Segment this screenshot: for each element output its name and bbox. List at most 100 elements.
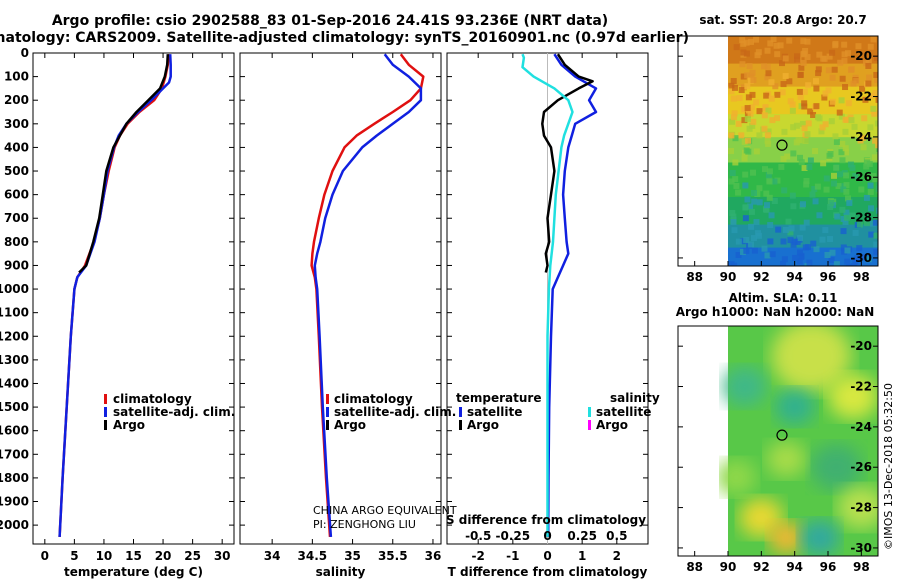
sst-pixel <box>836 109 843 116</box>
sst-pixel <box>742 182 749 189</box>
sst-pixel <box>824 252 831 259</box>
sst-pixel <box>728 132 735 139</box>
sst-pixel <box>735 189 742 196</box>
sst-pixel <box>863 163 870 170</box>
sst-pixel <box>739 37 746 44</box>
sst-pixel <box>787 229 794 236</box>
sst-pixel <box>748 241 755 248</box>
sst-pixel <box>766 194 773 201</box>
sst-pixel <box>748 38 755 45</box>
legend-swatch-s-argo <box>588 420 591 430</box>
sst-pixel <box>784 153 791 160</box>
sst-pixel <box>802 137 809 144</box>
sst-pixel <box>744 115 751 122</box>
sst-pixel <box>777 42 784 49</box>
sst-pixel <box>876 182 878 189</box>
legend-label-sal-argo: Argo <box>334 418 366 432</box>
map-frame <box>677 35 879 267</box>
sst-pixel <box>787 237 794 244</box>
depth-tick-label: 600 <box>4 188 29 202</box>
sst-pixel <box>796 258 803 265</box>
sst-pixel <box>739 238 746 245</box>
x-tick-label: -1 <box>506 549 519 563</box>
sst-pixel <box>841 51 848 58</box>
sst-pixel <box>753 99 760 106</box>
sst-pixel <box>862 96 869 103</box>
lat-tick-label: -26 <box>850 170 872 184</box>
s-tick-label: 0 <box>543 529 551 543</box>
sst-pixel <box>873 71 878 78</box>
sst-pixel <box>848 66 855 73</box>
sst-pixel <box>730 114 737 121</box>
series-line-t-satellite <box>546 53 598 537</box>
sst-pixel <box>796 88 803 95</box>
sst-pixel <box>762 105 769 112</box>
sst-pixel <box>800 38 807 45</box>
sst-pixel <box>761 112 768 119</box>
sst-pixel <box>830 172 837 179</box>
sst-pixel <box>875 185 878 192</box>
sst-pixel <box>801 100 808 107</box>
depth-tick-label: 700 <box>4 211 29 225</box>
sst-pixel <box>739 61 746 68</box>
sst-pixel <box>832 133 839 140</box>
sst-pixel <box>773 42 780 49</box>
sst-pixel <box>740 73 747 80</box>
sst-pixel <box>745 94 752 101</box>
sst-pixel <box>865 256 872 263</box>
sst-pixel <box>749 104 756 111</box>
sst-pixel <box>799 201 806 208</box>
sst-pixel <box>841 248 848 255</box>
sst-pixel <box>849 212 856 219</box>
sst-pixel <box>868 231 875 238</box>
lon-tick-label: 96 <box>820 560 837 574</box>
sst-pixel <box>742 204 749 211</box>
sst-pixel <box>860 144 867 151</box>
sst-pixel <box>820 160 827 167</box>
sst-pixel <box>815 70 822 77</box>
lon-tick-label: 90 <box>720 560 737 574</box>
sst-pixel <box>790 241 797 248</box>
depth-tick-label: 1400 <box>0 376 29 390</box>
sst-pixel <box>821 94 828 101</box>
plot-frame <box>239 52 442 545</box>
sst-pixel <box>730 78 737 85</box>
sst-pixel <box>797 71 804 78</box>
sst-pixel <box>819 236 826 243</box>
legend-swatch-sal-argo <box>326 420 329 430</box>
sst-pixel <box>748 73 755 80</box>
sst-pixel <box>867 43 874 50</box>
lon-tick-label: 92 <box>753 560 770 574</box>
sst-pixel <box>770 36 777 43</box>
sst-pixel <box>832 42 839 49</box>
sst-pixel <box>813 103 820 110</box>
sst-pixel <box>742 215 749 222</box>
lon-tick-label: 88 <box>686 560 703 574</box>
depth-tick-label: 100 <box>4 70 29 84</box>
sst-pixel <box>728 148 735 155</box>
sst-pixel <box>794 56 801 63</box>
sst-pixel <box>729 118 736 125</box>
sst-pixel <box>772 83 779 90</box>
sst-pixel <box>774 115 781 122</box>
sst-pixel <box>867 124 874 131</box>
sst-pixel <box>756 108 763 115</box>
sst-pixel <box>843 182 850 189</box>
sst-pixel <box>816 51 823 58</box>
depth-tick-label: 1900 <box>0 495 29 509</box>
sst-pixel <box>782 226 789 233</box>
x-tick-label: 35.5 <box>378 549 408 563</box>
sst-pixel <box>807 157 814 164</box>
sst-pixel <box>764 252 771 259</box>
sst-pixel <box>735 238 742 245</box>
sst-pixel <box>807 108 814 115</box>
sst-pixel <box>816 212 823 219</box>
x-tick-label: 35 <box>344 549 361 563</box>
sst-pixel <box>811 186 818 193</box>
legend-swatch-argo <box>104 420 107 430</box>
lon-tick-label: 98 <box>853 560 870 574</box>
sst-pixel <box>826 53 833 60</box>
sst-pixel <box>786 37 793 44</box>
sst-pixel <box>843 172 850 179</box>
sst-pixel <box>875 142 878 149</box>
